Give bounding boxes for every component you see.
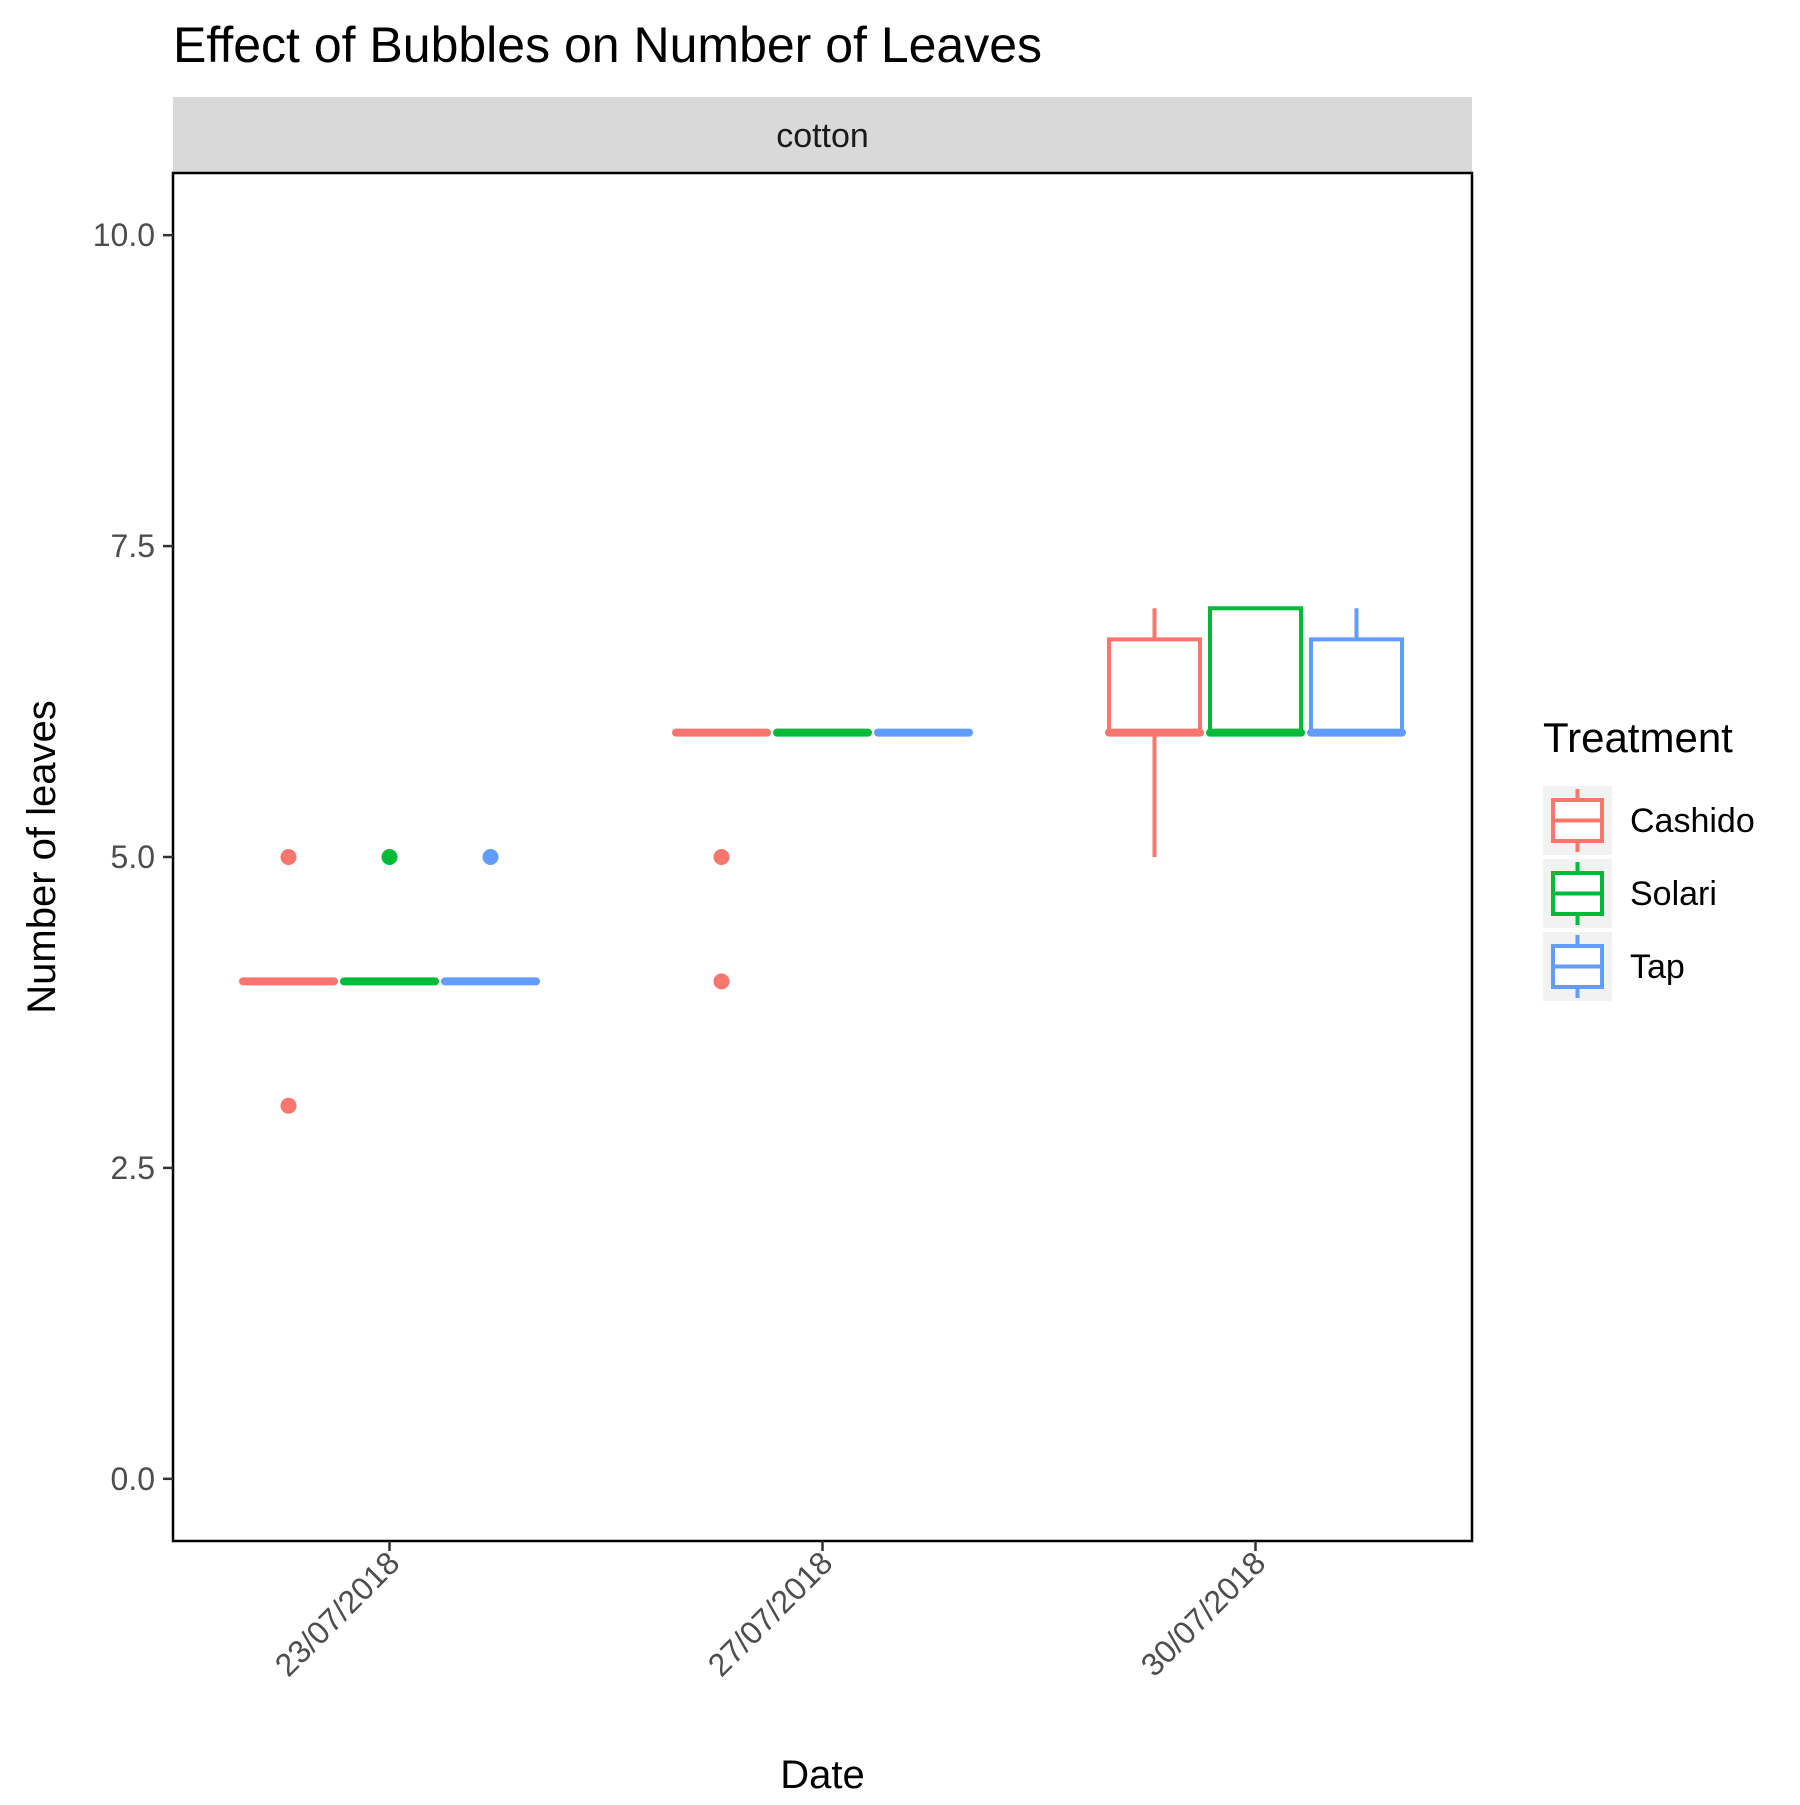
y-tick-label: 2.5 bbox=[111, 1150, 155, 1186]
box-body bbox=[1311, 639, 1402, 732]
legend-label: Cashido bbox=[1630, 802, 1755, 840]
x-tick-label: 30/07/2018 bbox=[1134, 1544, 1273, 1683]
x-tick-label: 27/07/2018 bbox=[701, 1544, 840, 1683]
x-axis: 23/07/2018 27/07/2018 30/07/2018 bbox=[268, 1541, 1273, 1683]
box-body bbox=[1109, 639, 1200, 732]
y-tick-label: 10.0 bbox=[93, 217, 155, 253]
outlier-point bbox=[714, 973, 730, 989]
x-axis-title: Date bbox=[780, 1753, 865, 1797]
legend-key-cashido: Cashido bbox=[1543, 786, 1755, 855]
outlier-point bbox=[714, 849, 730, 865]
box-solari bbox=[1210, 608, 1301, 732]
y-tick-label: 0.0 bbox=[111, 1461, 155, 1497]
legend-label: Solari bbox=[1630, 875, 1717, 913]
legend-label: Tap bbox=[1630, 948, 1685, 986]
facet-label: cotton bbox=[776, 117, 869, 155]
outlier-point bbox=[281, 849, 297, 865]
outlier-point bbox=[281, 1098, 297, 1114]
legend-title: Treatment bbox=[1543, 714, 1733, 761]
x-tick-label: 23/07/2018 bbox=[268, 1544, 407, 1683]
chart-title: Effect of Bubbles on Number of Leaves bbox=[173, 17, 1042, 73]
outlier-point bbox=[483, 849, 499, 865]
y-tick-label: 7.5 bbox=[111, 528, 155, 564]
outlier-point bbox=[382, 849, 398, 865]
panel-border bbox=[173, 173, 1472, 1541]
legend-key-solari: Solari bbox=[1543, 859, 1717, 928]
y-axis-title: Number of leaves bbox=[20, 700, 64, 1013]
y-axis: 0.0 2.5 5.0 7.5 10.0 bbox=[93, 217, 173, 1497]
legend: Treatment Cashido Solari Tap bbox=[1543, 714, 1755, 1001]
y-tick-label: 5.0 bbox=[111, 839, 155, 875]
box-body bbox=[1210, 608, 1301, 732]
legend-key-tap: Tap bbox=[1543, 932, 1685, 1001]
